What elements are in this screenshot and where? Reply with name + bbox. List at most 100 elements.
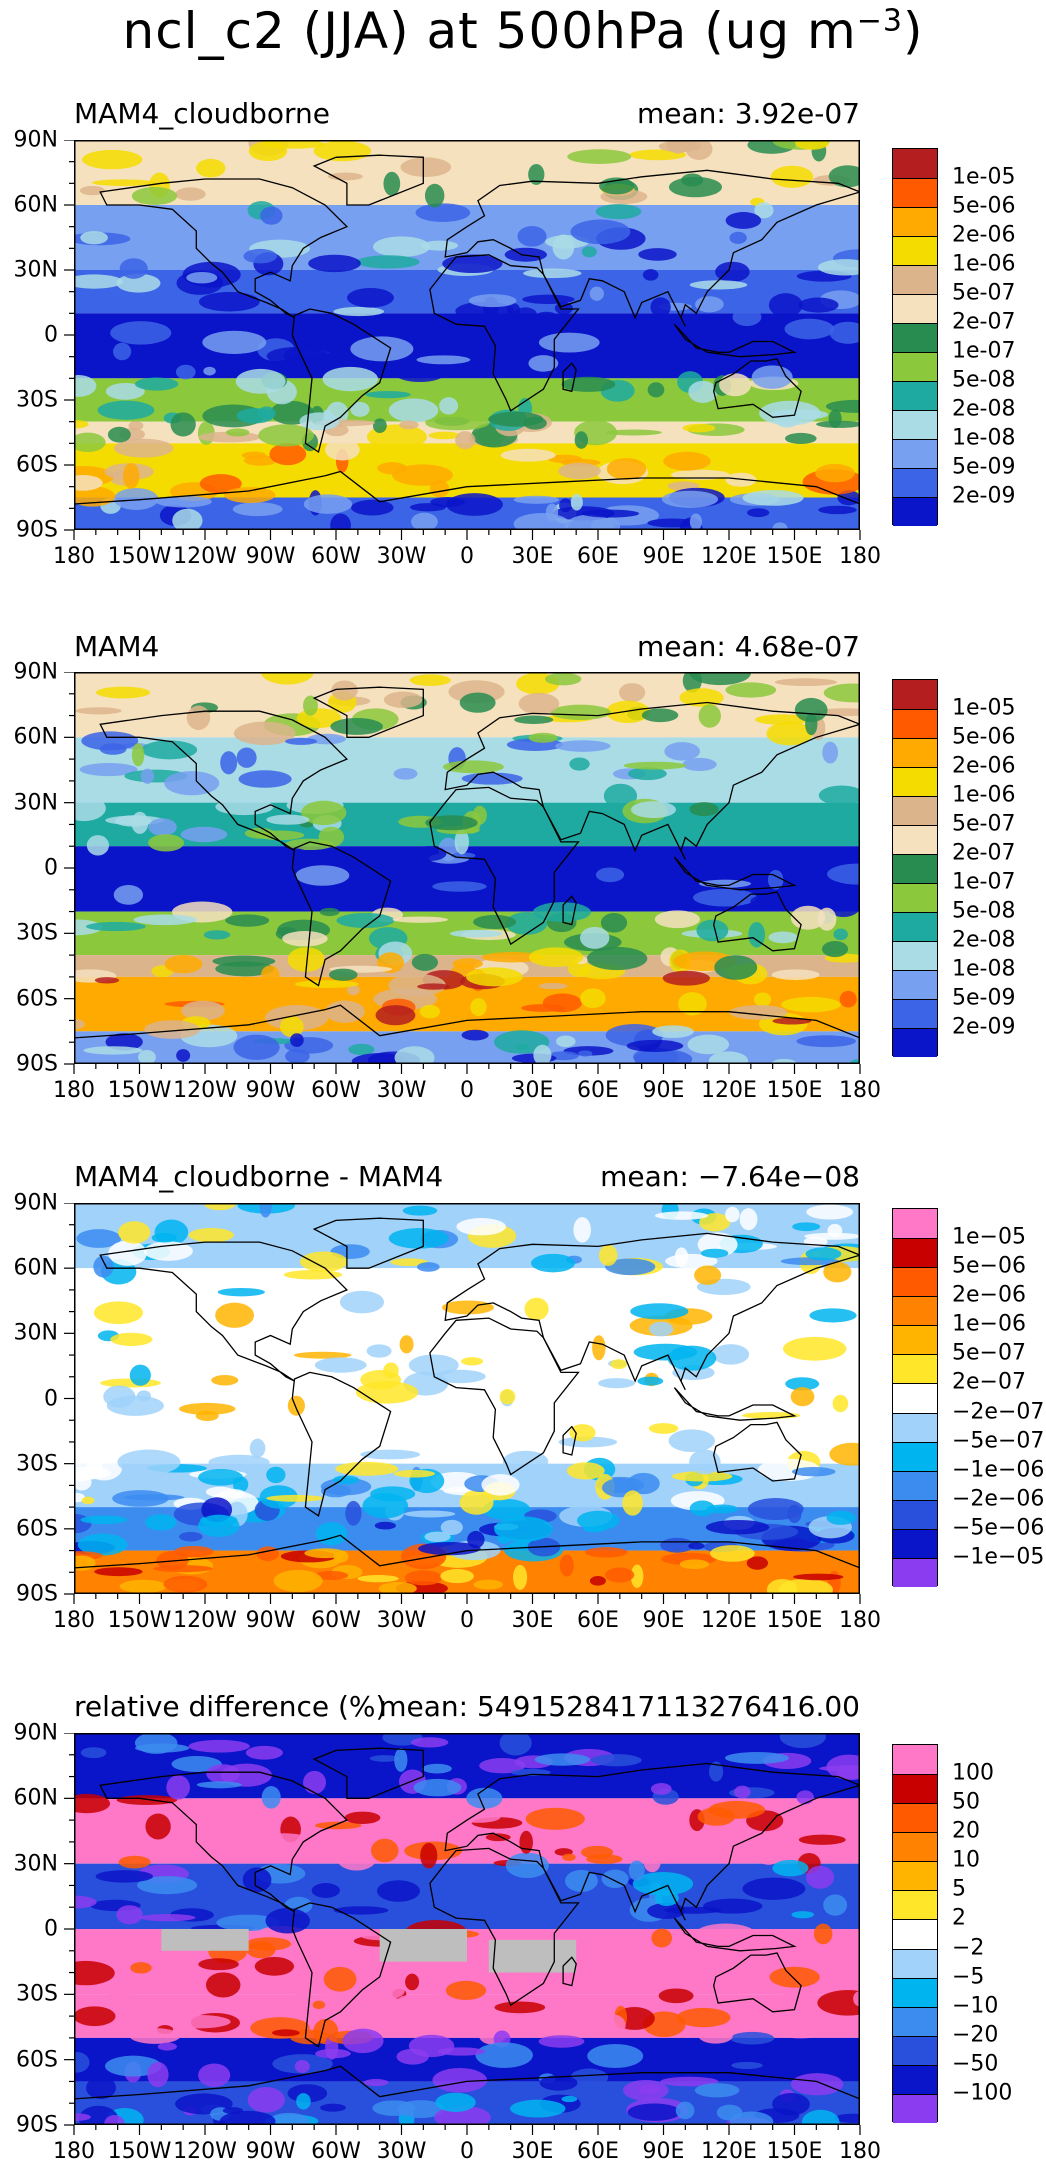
x-tick-label: 120W	[173, 2139, 237, 2164]
field-blob	[772, 2092, 810, 2116]
field-blob	[790, 1387, 815, 1407]
field-blob	[505, 912, 548, 935]
field-blob	[259, 1203, 272, 1218]
field-blob	[293, 1351, 352, 1359]
field-blob	[826, 1964, 860, 1981]
colorbar-swatch	[893, 2035, 937, 2065]
coastline-antarctica	[74, 1004, 860, 1064]
x-tick-label: 180	[53, 1078, 95, 1103]
map-frame	[74, 1733, 860, 2125]
field-blob	[643, 1852, 661, 1873]
panel-title: MAM4	[74, 630, 160, 663]
field-blob	[791, 1467, 836, 1477]
field-blob	[576, 1510, 620, 1531]
field-blob	[346, 287, 394, 308]
field-blob	[383, 1362, 399, 1379]
field-blob	[573, 1217, 592, 1243]
panel-title: MAM4_cloudborne - MAM4	[74, 1160, 444, 1193]
field-blob	[314, 1357, 367, 1373]
field-blob	[324, 439, 360, 461]
field-blob	[667, 1345, 717, 1371]
colorbar-swatch	[893, 1383, 937, 1413]
x-tick-label: 120E	[701, 2139, 757, 2164]
field-blob	[424, 183, 445, 208]
field-blob	[198, 2063, 231, 2088]
field-blob	[770, 165, 814, 188]
coastline-south-america	[291, 308, 392, 454]
field-blob	[676, 2007, 731, 2028]
field-blob	[400, 157, 452, 177]
field-blob	[689, 280, 748, 290]
coastline-africa	[429, 1847, 580, 2007]
field-blob	[822, 741, 839, 764]
field-blob	[116, 1905, 143, 1925]
field-blob	[698, 704, 721, 728]
field-blob	[74, 795, 106, 822]
field-blob	[606, 457, 647, 480]
field-blob	[768, 293, 803, 318]
colorbar-label: 5e-08	[952, 367, 1016, 393]
field-blob	[110, 321, 172, 345]
field-blob	[712, 1344, 750, 1365]
field-blob	[420, 1842, 438, 1869]
field-blob	[80, 231, 108, 245]
field-blob	[574, 431, 589, 449]
field-blob	[74, 1960, 115, 1986]
colorbar-label: 5e-09	[952, 454, 1016, 480]
field-blob	[339, 1290, 385, 1314]
field-blob	[111, 864, 170, 889]
field-blob	[627, 767, 667, 781]
field-blob	[424, 1531, 451, 1542]
x-tick-label: 60W	[311, 1608, 361, 1633]
field-blob	[196, 1781, 242, 1789]
field-blob	[96, 686, 151, 699]
field-blob	[406, 2003, 443, 2022]
field-blob	[595, 867, 625, 883]
field-blob	[347, 984, 360, 996]
x-tick-label: 90E	[642, 544, 685, 569]
x-tick-label: 120W	[173, 1608, 237, 1633]
field-blob	[404, 1510, 456, 1518]
x-tick-label: 30W	[376, 1608, 427, 1633]
colorbar-label: 1e-06	[952, 251, 1016, 277]
field-blob	[754, 202, 774, 219]
field-blob	[439, 397, 459, 415]
field-blob	[167, 2015, 231, 2029]
field-blob	[570, 2068, 609, 2087]
field-blob	[285, 737, 318, 745]
x-tick-label: 120W	[173, 544, 237, 569]
field-blob	[74, 420, 89, 429]
field-blob	[432, 2067, 488, 2093]
field-blob	[375, 1005, 416, 1026]
field-blob	[487, 885, 522, 906]
axis-ticks	[64, 1733, 861, 2135]
x-tick-label: 90W	[245, 1608, 296, 1633]
field-blob	[79, 762, 138, 777]
field-blob	[108, 1240, 147, 1266]
field-blob	[350, 336, 414, 362]
map-plot-3	[74, 1203, 860, 1594]
field-blob	[163, 1575, 208, 1593]
field-blob	[101, 1985, 139, 1996]
field-blob	[268, 2112, 310, 2125]
missing-region	[379, 1929, 467, 1962]
coastline-australia	[713, 358, 802, 418]
field-blob	[801, 2109, 840, 2125]
colorbar-swatch	[893, 912, 937, 941]
field-blob	[285, 1048, 310, 1064]
field-blob	[104, 2115, 125, 2125]
field-blob	[648, 1423, 679, 1434]
field-blob	[630, 1564, 644, 1589]
colorbar-label: 1e−06	[952, 1311, 1026, 1337]
field-blob	[140, 768, 155, 784]
field-blob	[570, 219, 631, 245]
map-frame	[74, 672, 860, 1064]
field-blob	[442, 254, 503, 274]
field-blob	[649, 1321, 674, 1337]
field-blob	[632, 1871, 694, 1896]
field-blob	[666, 140, 690, 154]
field-blob	[181, 1000, 225, 1021]
field-blob	[823, 1261, 852, 1283]
field-blob	[628, 1860, 645, 1881]
field-blob	[689, 1449, 721, 1475]
